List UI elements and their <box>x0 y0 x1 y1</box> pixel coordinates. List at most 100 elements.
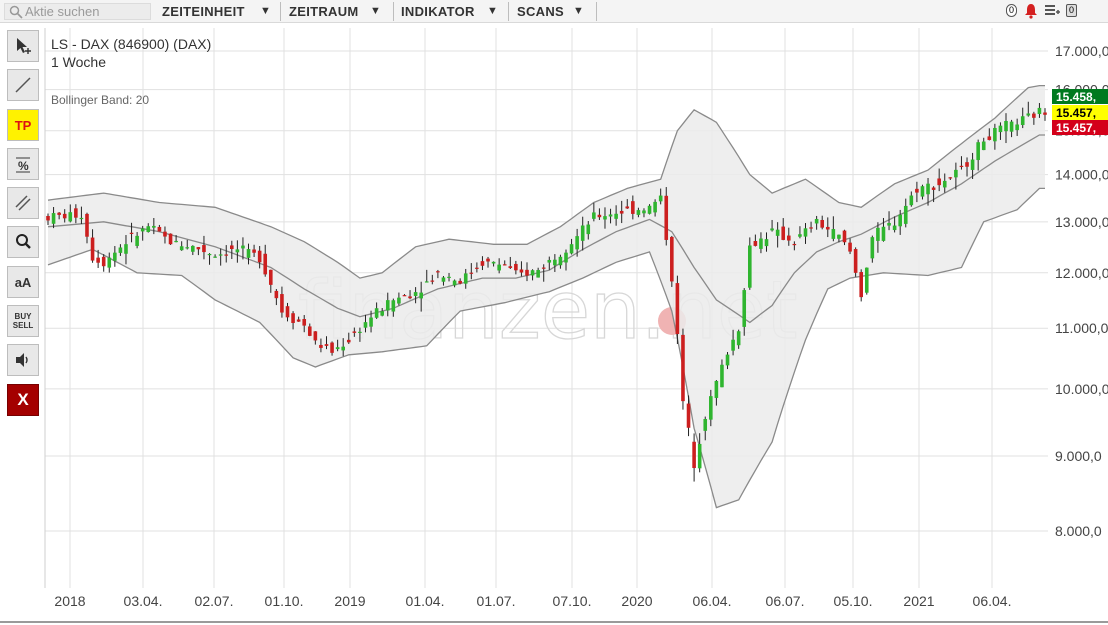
candle <box>553 254 557 272</box>
candle-body <box>397 297 401 304</box>
candle <box>998 122 1003 140</box>
pointer-tool-button[interactable] <box>7 30 39 62</box>
menu-indikator[interactable]: INDIKATOR ▼ <box>401 0 498 23</box>
line-icon <box>15 77 31 93</box>
candle-body <box>959 165 964 168</box>
candle <box>575 228 579 257</box>
candle <box>257 245 262 269</box>
candle-body <box>324 344 329 346</box>
candle <box>1037 103 1042 118</box>
candle <box>942 173 947 193</box>
candle-body <box>330 342 334 353</box>
candle-body <box>113 252 117 261</box>
candle <box>380 308 384 317</box>
candle <box>558 254 563 269</box>
candle <box>296 316 301 322</box>
candle-body <box>798 234 802 237</box>
candle <box>430 274 435 285</box>
candle-body <box>692 441 696 469</box>
text-tool-button[interactable]: aA <box>7 266 39 298</box>
y-tick-label: 10.000,0 <box>1055 381 1108 397</box>
candle-body <box>458 280 462 284</box>
candle <box>374 302 379 319</box>
candle-body <box>385 300 390 311</box>
candle-body <box>642 210 646 214</box>
pointer-icon <box>17 38 31 54</box>
candle <box>831 216 836 242</box>
candle <box>580 216 585 251</box>
x-tick-label: 03.04. <box>124 593 163 609</box>
candle <box>436 269 440 279</box>
watchlist-icon[interactable] <box>1045 4 1061 18</box>
candle <box>653 199 657 217</box>
candle <box>101 254 106 272</box>
menu-zeiteinheit[interactable]: ZEITEINHEIT ▼ <box>162 0 271 23</box>
search-input[interactable]: Aktie suchen <box>4 3 151 20</box>
bell-icon[interactable] <box>1024 3 1038 19</box>
candle-body <box>207 253 212 256</box>
candle <box>124 235 128 265</box>
candle <box>770 219 774 232</box>
price-tag: 15.458, <box>1052 89 1108 104</box>
candle <box>68 204 73 223</box>
candle-body <box>257 250 262 263</box>
sound-toggle-button[interactable] <box>7 344 39 376</box>
candle-body <box>224 254 229 256</box>
candle <box>837 234 841 243</box>
candle <box>870 235 875 263</box>
candle <box>129 222 134 243</box>
x-tick-label: 2019 <box>334 593 365 609</box>
candle <box>51 207 56 229</box>
candle <box>391 298 396 317</box>
close-button[interactable]: X <box>7 384 39 416</box>
menu-indikator-label: INDIKATOR <box>401 4 475 19</box>
line-tool-button[interactable] <box>7 69 39 101</box>
candle <box>1015 118 1019 136</box>
candle <box>491 261 496 267</box>
candle <box>948 177 953 181</box>
candle-body <box>541 267 546 269</box>
tp-tool-button[interactable]: TP <box>7 109 39 141</box>
buy-sell-button[interactable]: BUY SELL <box>7 305 39 337</box>
candle-body <box>146 226 151 232</box>
candle <box>753 234 758 247</box>
candle-body <box>597 214 602 218</box>
chevron-down-icon: ▼ <box>487 5 499 17</box>
menu-scans[interactable]: SCANS ▼ <box>517 0 584 23</box>
candle-body <box>653 201 657 213</box>
candle <box>736 329 741 349</box>
x-tick-label: 06.04. <box>693 593 732 609</box>
candle <box>608 208 613 224</box>
candle-body <box>263 253 268 275</box>
chevron-down-icon: ▼ <box>370 5 382 17</box>
candle <box>502 260 507 266</box>
candle <box>179 241 184 251</box>
candle <box>731 329 735 356</box>
candle-body <box>57 212 61 215</box>
candle-body <box>931 187 936 190</box>
candle <box>525 262 529 282</box>
candle <box>196 247 201 256</box>
candle <box>313 331 318 345</box>
candle <box>603 207 607 229</box>
candle <box>764 232 769 252</box>
parallel-lines-tool-button[interactable] <box>7 187 39 219</box>
candle <box>369 310 373 333</box>
menu-zeitraum[interactable]: ZEITRAUM ▼ <box>289 0 381 23</box>
candle <box>263 244 268 277</box>
candle-body <box>191 245 195 252</box>
zoom-tool-button[interactable] <box>7 226 39 258</box>
candle <box>541 264 546 282</box>
candle <box>118 244 123 256</box>
percent-tool-button[interactable]: % <box>7 148 39 180</box>
candle <box>268 269 273 293</box>
candle-body <box>720 364 724 388</box>
candle <box>636 207 641 218</box>
price-tags: 15.458, 15.457,15.457, <box>1052 89 1108 135</box>
menu-zeitraum-label: ZEITRAUM <box>289 4 359 19</box>
candle <box>463 268 468 289</box>
search-placeholder: Aktie suchen <box>25 4 100 19</box>
candle-body <box>85 213 89 237</box>
candle <box>798 226 802 239</box>
